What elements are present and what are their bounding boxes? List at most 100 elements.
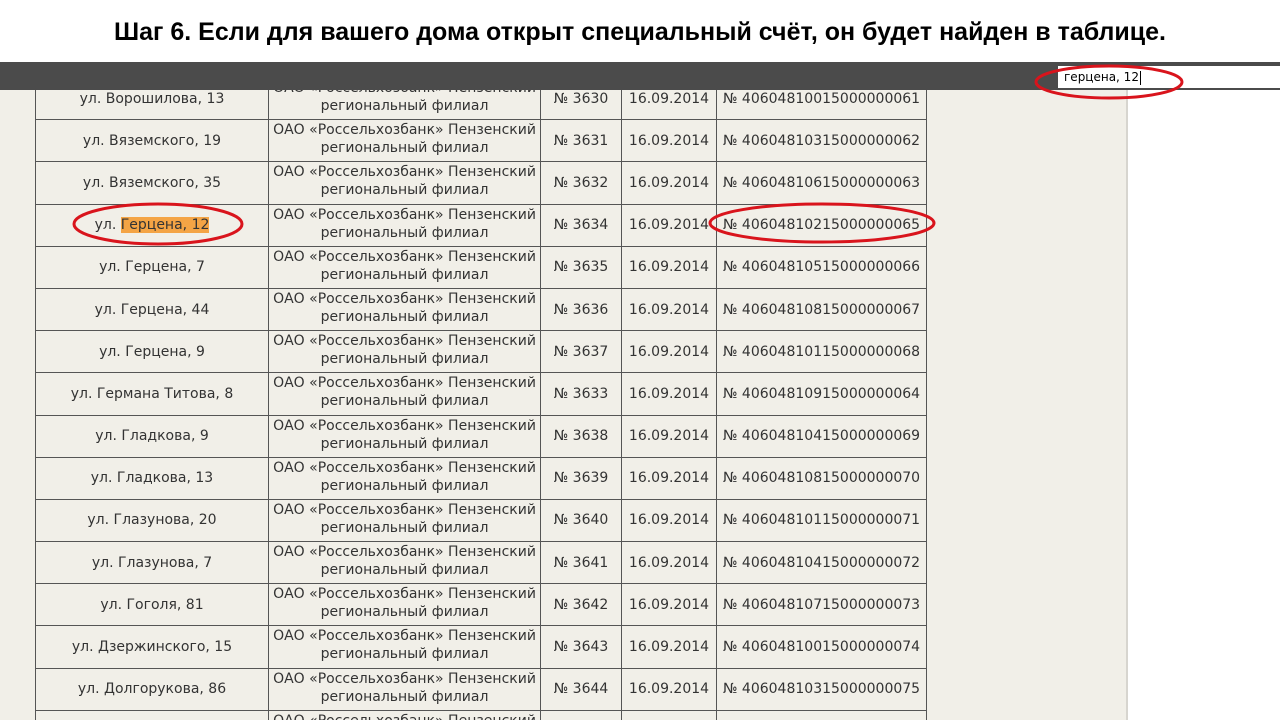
table-row: ул. Герцена, 7 ОАО «Россельхозбанк» Пензе…	[35, 245, 927, 289]
date-cell: 16.09.2014	[621, 625, 717, 669]
date-cell: 16.09.2014	[621, 709, 717, 720]
date-cell: 16.09.2014	[621, 203, 717, 247]
bank-cell: ОАО «Россельхозбанк» Пензенский регионал…	[268, 667, 541, 711]
table-row: ул. Гоголя, 81 ОАО «Россельхозбанк» Пензе…	[35, 583, 927, 627]
account-cell: № 40604810215000000065	[716, 203, 927, 247]
table-row: ул. Гладкова, 13 ОАО «Россельхозбанк» Пен…	[35, 456, 927, 500]
date-cell: 16.09.2014	[621, 372, 717, 416]
table-row: ул. Герцена, 12 ОАО «Россельхозбанк» Пенз…	[35, 203, 927, 247]
bank-cell: ОАО «Россельхозбанк» Пензенский регионал…	[268, 541, 541, 585]
table-row: ул. Глазунова, 20 ОАО «Россельхозбанк» Пе…	[35, 498, 927, 543]
bank-cell: ОАО «Россельхозбанк» Пензенский регионал…	[268, 372, 541, 416]
date-cell: 16.09.2014	[621, 119, 717, 163]
table-row: ул. Глазунова, 7 ОАО «Россельхозбанк» Пен…	[35, 541, 927, 585]
contract-cell: № 3636	[540, 287, 622, 332]
bank-cell: ОАО «Россельхозбанк» Пензенский регионал…	[268, 414, 541, 458]
table-row: ул. Вяземского, 35 ОАО «Россельхозбанк» П…	[35, 161, 927, 205]
bank-cell: ОАО «Россельхозбанк» Пензенский регионал…	[268, 245, 541, 289]
bank-cell: ОАО «Россельхозбанк» Пензенский регионал…	[268, 709, 541, 720]
contract-cell: № 3632	[540, 161, 622, 205]
bank-cell: ОАО «Россельхозбанк» Пензенский регионал…	[268, 287, 541, 332]
account-cell: № 40604810315000000062	[716, 119, 927, 163]
contract-cell: № 3631	[540, 119, 622, 163]
address-cell: ул. Глазунова, 20	[35, 498, 269, 543]
address-cell: ул. Гоголя, 81	[35, 583, 269, 627]
date-cell: 16.09.2014	[621, 667, 717, 711]
table-row: ул. Германа Титова, 8 ОАО «Россельхозбанк…	[35, 372, 927, 416]
contract-cell: № 3637	[540, 330, 622, 374]
caret	[1139, 70, 1141, 85]
slide-title: Шаг 6. Если для вашего дома открыт специ…	[113, 18, 1167, 46]
contract-cell: № 3642	[540, 583, 622, 627]
address-cell: ул. Герцена, 7	[35, 245, 269, 289]
account-cell: № 40604810515000000066	[716, 245, 927, 289]
contract-cell: № 3643	[540, 625, 622, 669]
date-cell: 16.09.2014	[621, 498, 717, 543]
account-cell: № 40604810715000000073	[716, 583, 927, 627]
account-cell: № 40604810015000000074	[716, 625, 927, 669]
account-cell: № 40604810615000000076	[716, 709, 927, 720]
contract-cell: № 3644	[540, 667, 622, 711]
date-cell: 16.09.2014	[621, 583, 717, 627]
account-cell: № 40604810615000000063	[716, 161, 927, 205]
contract-cell: № 3635	[540, 245, 622, 289]
contract-cell: № 3638	[540, 414, 622, 458]
address-cell: ул. Долгорукова, 88	[35, 709, 269, 720]
bank-cell: ОАО «Россельхозбанк» Пензенский регионал…	[268, 625, 541, 669]
account-cell: № 40604810915000000064	[716, 372, 927, 416]
bank-cell: ОАО «Россельхозбанк» Пензенский регионал…	[268, 90, 541, 121]
address-cell: ул. Герцена, 44	[35, 287, 269, 332]
table-row: ул. Герцена, 44 ОАО «Россельхозбанк» Пенз…	[35, 287, 927, 332]
account-cell: № 40604810815000000067	[716, 287, 927, 332]
account-cell: № 40604810815000000070	[716, 456, 927, 500]
address-cell: ул. Германа Титова, 8	[35, 372, 269, 416]
contract-cell: № 3634	[540, 203, 622, 247]
contract-cell: № 3633	[540, 372, 622, 416]
bank-cell: ОАО «Россельхозбанк» Пензенский регионал…	[268, 119, 541, 163]
address-cell: ул. Вяземского, 35	[35, 161, 269, 205]
address-cell: ул. Глазунова, 7	[35, 541, 269, 585]
date-cell: 16.09.2014	[621, 330, 717, 374]
date-cell: 16.09.2014	[621, 414, 717, 458]
table-row: ул. Вяземского, 19 ОАО «Россельхозбанк» П…	[35, 119, 927, 163]
address-cell: ул. Герцена, 9	[35, 330, 269, 374]
contract-cell: № 3630	[540, 90, 622, 121]
bank-cell: ОАО «Россельхозбанк» Пензенский регионал…	[268, 583, 541, 627]
contract-cell: № 3645	[540, 709, 622, 720]
search-match: Герцена, 12	[120, 217, 210, 234]
date-cell: 16.09.2014	[621, 161, 717, 205]
table-row: ул. Герцена, 9 ОАО «Россельхозбанк» Пензе…	[35, 330, 927, 374]
date-cell: 16.09.2014	[621, 90, 717, 121]
address-cell: ул. Гладкова, 9	[35, 414, 269, 458]
account-cell: № 40604810415000000069	[716, 414, 927, 458]
account-cell: № 40604810115000000068	[716, 330, 927, 374]
account-cell: № 40604810315000000075	[716, 667, 927, 711]
contract-cell: № 3641	[540, 541, 622, 585]
date-cell: 16.09.2014	[621, 541, 717, 585]
bank-cell: ОАО «Россельхозбанк» Пензенский регионал…	[268, 456, 541, 500]
address-cell: ул. Дзержинского, 15	[35, 625, 269, 669]
table-row: ул. Долгорукова, 88ОАО «Россельхозбанк» …	[35, 709, 927, 720]
search-text: герцена, 12	[1064, 70, 1139, 84]
contract-cell: № 3640	[540, 498, 622, 543]
table-row: ул. Гладкова, 9 ОАО «Россельхозбанк» Пенз…	[35, 414, 927, 458]
table-row: ул. Долгорукова, 86 ОАО «Россельхозбанк» …	[35, 667, 927, 711]
account-cell: № 40604810015000000061	[716, 90, 927, 121]
date-cell: 16.09.2014	[621, 456, 717, 500]
contract-cell: № 3639	[540, 456, 622, 500]
account-cell: № 40604810415000000072	[716, 541, 927, 585]
table-row: ул. Дзержинского, 15 ОАО «Россельхозбанк»…	[35, 625, 927, 669]
side-panel	[1128, 90, 1280, 720]
address-cell: ул. Ворошилова, 13	[35, 90, 269, 121]
account-cell: № 40604810115000000071	[716, 498, 927, 543]
bank-cell: ОАО «Россельхозбанк» Пензенский регионал…	[268, 161, 541, 205]
address-cell: ул. Долгорукова, 86	[35, 667, 269, 711]
address-cell: ул. Вяземского, 19	[35, 119, 269, 163]
address-cell: ул. Герцена, 12	[35, 203, 269, 247]
address-cell: ул. Гладкова, 13	[35, 456, 269, 500]
search-box[interactable]: герцена, 12	[1058, 66, 1280, 88]
bank-cell: ОАО «Россельхозбанк» Пензенский регионал…	[268, 203, 541, 247]
